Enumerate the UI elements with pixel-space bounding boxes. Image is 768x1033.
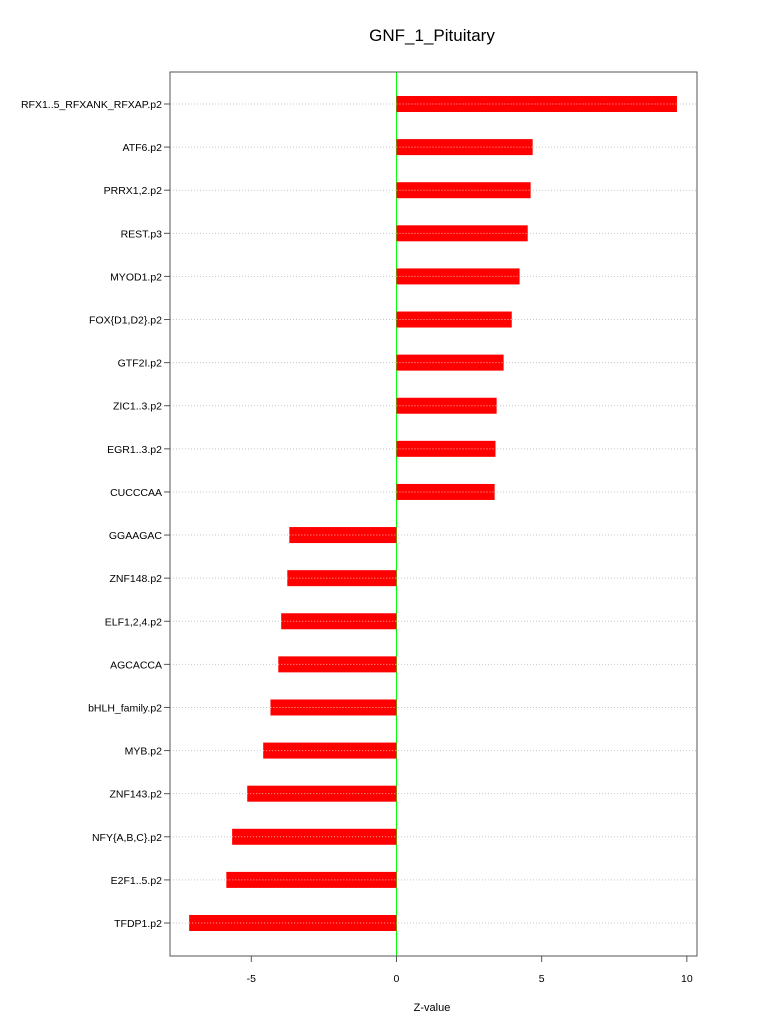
bar (396, 139, 533, 156)
bars (189, 96, 677, 931)
y-tick-label: bHLH_family.p2 (88, 702, 162, 714)
bar (396, 182, 531, 199)
y-tick-label: NFY{A,B,C}.p2 (92, 832, 162, 844)
y-tick-label: TFDP1.p2 (114, 918, 162, 930)
y-tick-label: ATF6.p2 (123, 142, 163, 154)
y-tick-label: RFX1..5_RFXANK_RFXAP.p2 (21, 99, 162, 111)
y-tick-label: PRRX1,2.p2 (104, 185, 163, 197)
y-tick-label: AGCACCA (110, 659, 162, 671)
y-tick-label: EGR1..3.p2 (107, 444, 162, 456)
bar (396, 483, 495, 500)
bar (396, 440, 496, 457)
x-tick-label: -5 (247, 973, 256, 985)
y-tick-label: FOX{D1,D2}.p2 (89, 315, 162, 327)
x-tick-label: 5 (539, 973, 545, 985)
gridlines (170, 72, 697, 956)
x-tick-label: 0 (394, 973, 400, 985)
bar (396, 225, 528, 242)
axes: RFX1..5_RFXANK_RFXAP.p2 ATF6.p2 PRRX1,2.p2… (21, 71, 698, 985)
chart-title: GNF_1_Pituitary (369, 26, 495, 45)
bar (189, 915, 397, 931)
y-tick-label: GTF2I.p2 (118, 358, 163, 370)
y-tick-label: ZIC1..3.p2 (113, 401, 162, 413)
y-tick-label: E2F1..5.p2 (111, 875, 163, 887)
plot-frame (169, 71, 698, 957)
x-tick-label: 10 (681, 973, 693, 985)
y-tick-label: MYB.p2 (125, 746, 163, 758)
y-tick-label: ZNF148.p2 (109, 573, 162, 585)
bar (247, 785, 397, 802)
y-tick-label: MYOD1.p2 (110, 271, 162, 283)
bar (226, 871, 397, 888)
bar (232, 828, 397, 845)
y-tick-label: CUCCCAA (110, 487, 162, 499)
y-tick-label: GGAAGAC (109, 530, 163, 542)
bar (396, 96, 677, 112)
y-tick-label: ELF1,2,4.p2 (105, 616, 162, 628)
y-tick-label: ZNF143.p2 (109, 789, 162, 801)
bar (396, 354, 504, 371)
bar (396, 268, 520, 285)
bar (278, 656, 397, 673)
y-tick-label: REST.p3 (121, 228, 163, 240)
x-axis-label: Z-value (414, 1002, 451, 1014)
bar (396, 397, 497, 414)
bar (289, 527, 397, 544)
